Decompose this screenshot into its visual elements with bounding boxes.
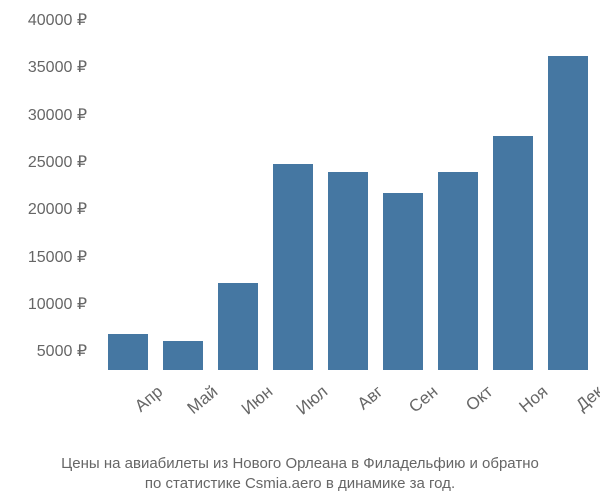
caption-line-2: по статистике Csmia.aero в динамике за г… [0, 474, 600, 494]
bar [108, 334, 148, 370]
price-chart: 5000 ₽ 10000 ₽ 15000 ₽ 20000 ₽ 25000 ₽ 30000 … [0, 10, 600, 450]
caption-line-1: Цены на авиабилеты из Нового Орлеана в Ф… [0, 454, 600, 474]
bar [328, 172, 368, 370]
bar [493, 136, 533, 370]
y-tick-label: 40000 ₽ [28, 10, 87, 30]
y-tick-label: 5000 ₽ [37, 341, 87, 361]
y-axis: 5000 ₽ 10000 ₽ 15000 ₽ 20000 ₽ 25000 ₽ 30000 … [0, 20, 95, 370]
bars-group [100, 20, 595, 370]
y-tick-label: 35000 ₽ [28, 57, 87, 77]
chart-caption: Цены на авиабилеты из Нового Орлеана в Ф… [0, 454, 600, 495]
bar [438, 172, 478, 370]
bar [163, 341, 203, 370]
y-tick-label: 10000 ₽ [28, 294, 87, 314]
y-tick-label: 25000 ₽ [28, 152, 87, 172]
y-tick-label: 20000 ₽ [28, 199, 87, 219]
plot-area [100, 20, 595, 370]
bar [273, 164, 313, 370]
bar [548, 56, 588, 370]
x-axis: АпрМайИюнИюлАвгСенОктНояДек [100, 375, 595, 445]
y-tick-label: 30000 ₽ [28, 105, 87, 125]
y-tick-label: 15000 ₽ [28, 247, 87, 267]
bar [383, 193, 423, 370]
bar [218, 283, 258, 370]
